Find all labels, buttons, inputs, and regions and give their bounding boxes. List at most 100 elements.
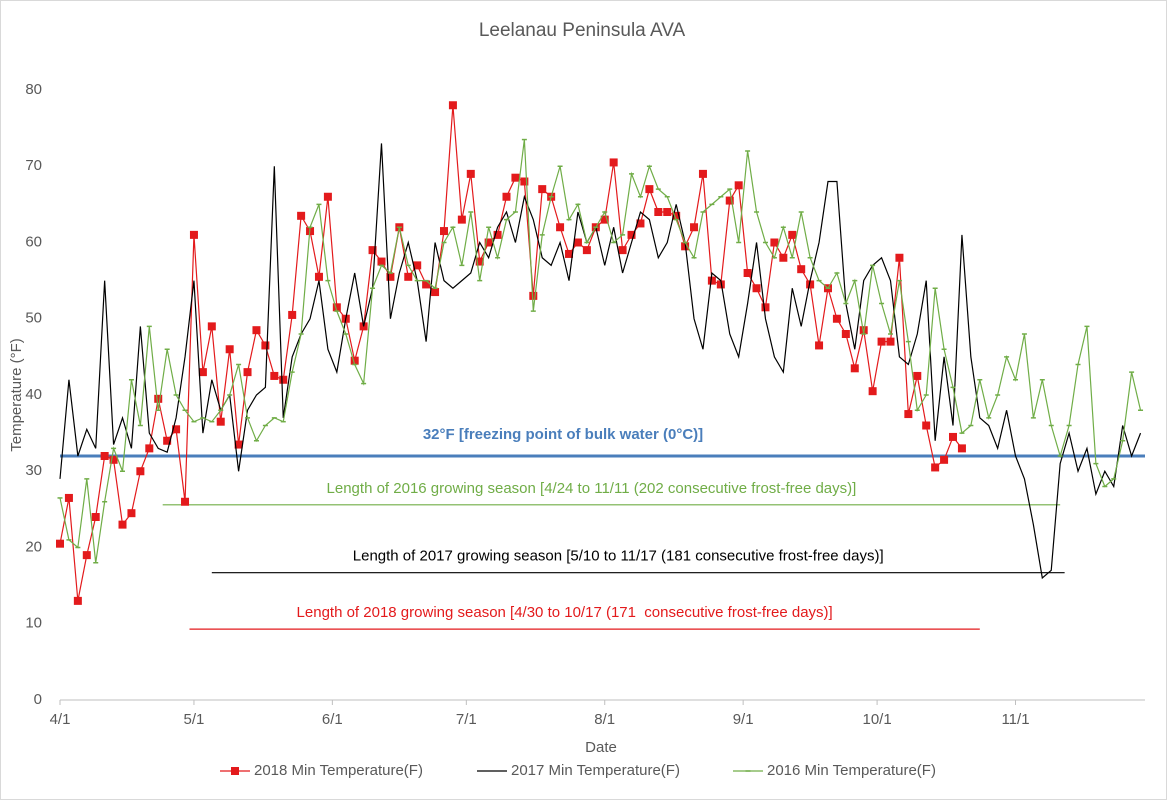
point <box>832 314 841 323</box>
point <box>216 417 225 426</box>
point <box>868 387 877 396</box>
point <box>91 513 100 521</box>
point <box>475 257 484 266</box>
y-tick-label: 0 <box>34 691 42 708</box>
point <box>779 253 788 262</box>
y-tick-label: 50 <box>25 310 42 327</box>
series-line <box>59 105 963 601</box>
point <box>913 371 922 380</box>
point <box>886 337 895 346</box>
point <box>707 276 716 285</box>
legend-label: 2018 Min Temperature(F) <box>254 762 423 779</box>
point <box>511 173 520 182</box>
point <box>618 246 627 255</box>
point <box>368 246 377 255</box>
point <box>314 272 323 281</box>
x-tick-label: 6/1 <box>322 711 343 728</box>
point <box>654 208 663 216</box>
point <box>431 288 440 297</box>
point <box>484 238 493 247</box>
point <box>716 280 725 289</box>
point <box>922 421 931 430</box>
point <box>127 509 136 518</box>
point <box>636 219 645 228</box>
point <box>556 223 565 232</box>
point <box>288 310 297 319</box>
series-line <box>59 143 1142 580</box>
point <box>850 364 859 373</box>
point <box>645 185 654 194</box>
y-tick-label: 20 <box>25 538 42 555</box>
point <box>225 345 234 354</box>
point <box>725 196 734 205</box>
point <box>136 467 145 476</box>
x-tick-label: 8/1 <box>594 711 615 728</box>
point <box>538 185 547 194</box>
point <box>797 265 806 274</box>
point <box>627 230 636 239</box>
point <box>582 246 591 255</box>
point <box>841 330 850 338</box>
point <box>690 223 699 232</box>
point <box>172 425 181 434</box>
point <box>466 169 475 178</box>
point <box>502 192 511 201</box>
point <box>82 551 91 560</box>
x-tick-label: 7/1 <box>456 711 477 728</box>
point <box>73 596 82 605</box>
point <box>145 444 154 453</box>
point <box>565 249 574 258</box>
y-axis-label: Temperature (°F) <box>8 338 25 452</box>
point <box>154 394 163 403</box>
y-tick-label: 80 <box>25 81 42 98</box>
point <box>457 215 466 224</box>
point <box>207 322 216 331</box>
point <box>439 227 448 236</box>
point <box>109 455 118 464</box>
x-tick-label: 4/1 <box>50 711 71 728</box>
y-tick-label: 60 <box>25 233 42 250</box>
point <box>600 215 609 224</box>
x-tick-label: 11/1 <box>1001 711 1029 728</box>
point <box>189 230 198 239</box>
point <box>493 230 502 239</box>
chart-title: Leelanau Peninsula AVA <box>479 20 686 41</box>
point <box>815 341 824 350</box>
point <box>609 158 618 167</box>
point <box>413 261 422 270</box>
annotation-label: Length of 2018 growing season [4/30 to 1… <box>297 604 833 621</box>
point <box>663 208 672 216</box>
point <box>297 211 306 220</box>
point <box>163 436 172 445</box>
point <box>770 238 779 247</box>
x-tick-label: 5/1 <box>184 711 205 728</box>
point <box>234 440 243 449</box>
y-tick-label: 70 <box>25 157 42 174</box>
y-tick-label: 40 <box>25 386 42 403</box>
point <box>386 272 395 281</box>
x-tick-label: 9/1 <box>733 711 754 728</box>
point <box>252 326 261 335</box>
point <box>734 181 743 190</box>
point <box>118 520 127 529</box>
point <box>56 539 64 548</box>
point <box>350 356 359 365</box>
point <box>404 272 413 281</box>
point <box>877 337 886 346</box>
point <box>181 497 190 506</box>
point <box>332 303 341 312</box>
point <box>100 452 109 460</box>
point <box>377 257 386 266</box>
x-axis-label: Date <box>585 739 617 756</box>
point <box>323 192 332 201</box>
point <box>806 280 815 289</box>
point <box>957 444 966 453</box>
point <box>743 269 752 277</box>
point <box>895 253 904 262</box>
point <box>788 230 797 239</box>
point <box>231 767 239 775</box>
annotation-label: Length of 2017 growing season [5/10 to 1… <box>353 548 884 565</box>
point <box>904 410 913 419</box>
